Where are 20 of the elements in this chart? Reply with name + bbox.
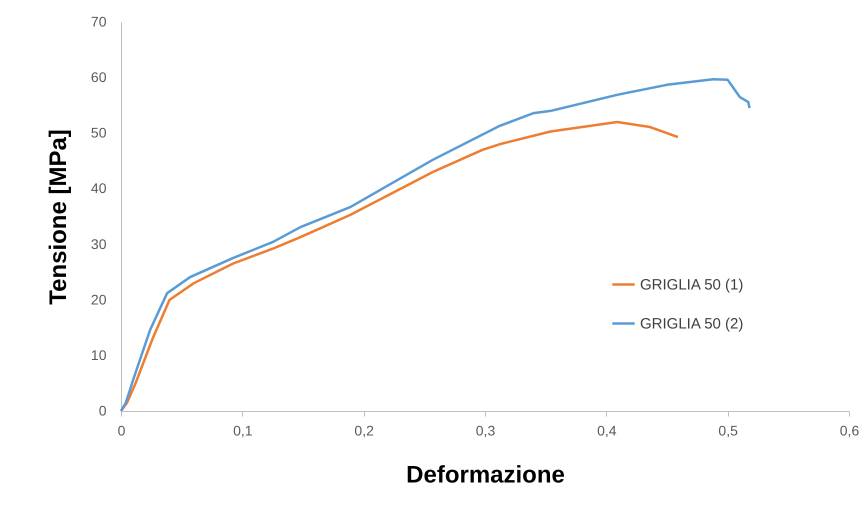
y-tick-label: 70 bbox=[90, 14, 107, 30]
x-tick-label: 0,4 bbox=[597, 422, 617, 438]
x-tick-label: 0 bbox=[118, 422, 126, 438]
y-tick-label: 30 bbox=[90, 236, 107, 252]
x-axis-title: Deformazione bbox=[406, 462, 565, 488]
line-series bbox=[120, 78, 751, 412]
x-tick-label: 0,6 bbox=[840, 422, 860, 438]
x-tick-label: 0,1 bbox=[233, 422, 253, 438]
y-tick-label: 50 bbox=[90, 124, 107, 141]
x-tick-label: 0,2 bbox=[354, 422, 374, 438]
y-tick-label: 10 bbox=[90, 346, 107, 363]
legend-label: GRIGLIA 50 (2) bbox=[640, 316, 744, 332]
y-axis-title: Tensione [MPa] bbox=[44, 129, 72, 305]
y-tick-label: 0 bbox=[98, 402, 107, 418]
y-tick-label: 40 bbox=[90, 180, 107, 196]
legend-label: GRIGLIA 50 (1) bbox=[640, 276, 744, 294]
x-tick-label: 0,5 bbox=[718, 422, 738, 438]
y-tick-label: 60 bbox=[90, 69, 107, 86]
x-tick-label: 0,3 bbox=[476, 422, 496, 438]
y-tick-label: 20 bbox=[90, 291, 107, 308]
